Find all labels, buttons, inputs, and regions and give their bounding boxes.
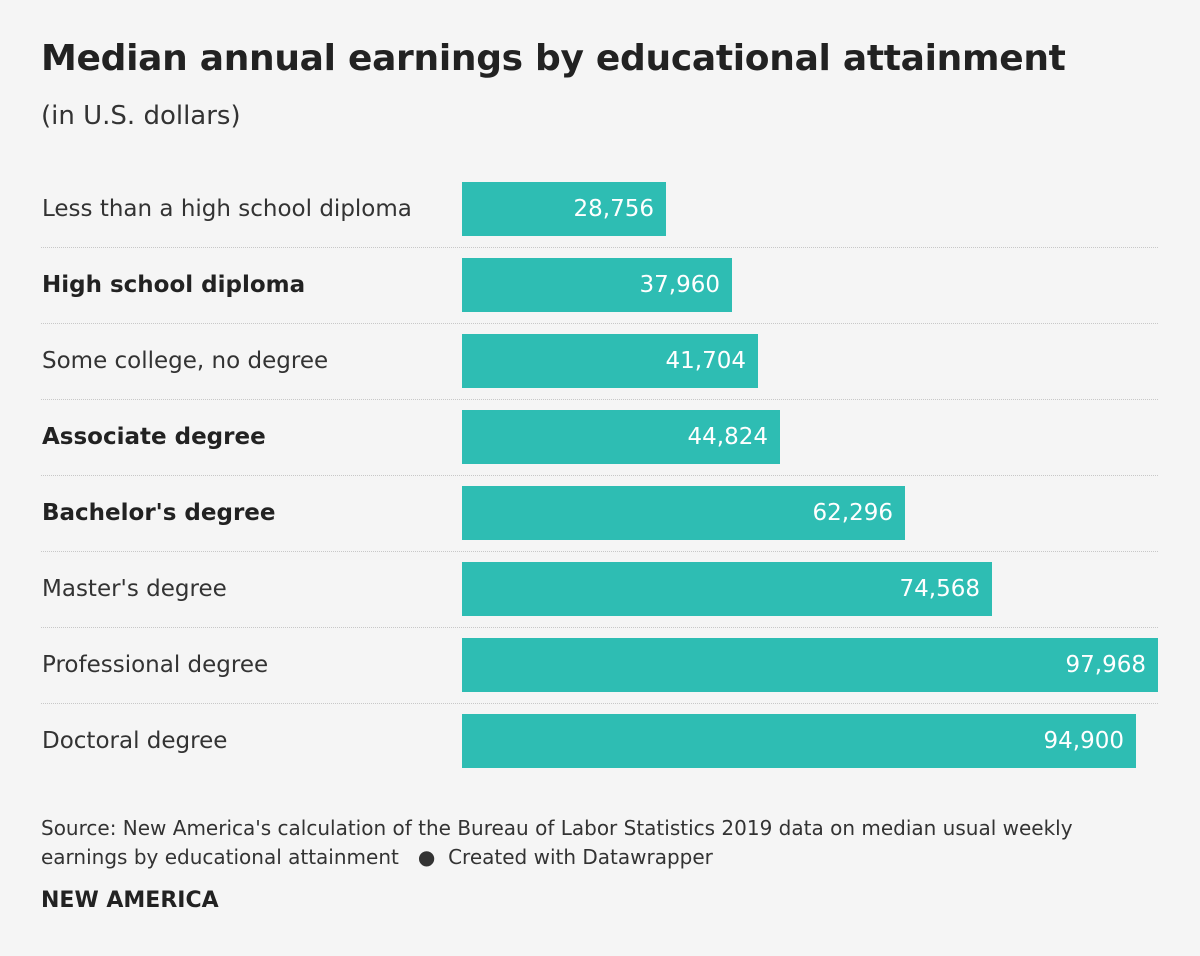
chart-subtitle: (in U.S. dollars)	[41, 101, 241, 131]
category-label: Bachelor's degree	[42, 500, 276, 526]
row-divider	[41, 475, 1158, 476]
bar-value-label: 74,568	[899, 576, 980, 602]
source-text: Source: New America's calculation of the…	[41, 816, 1073, 869]
category-label: Less than a high school diploma	[42, 196, 412, 222]
brand-logo-text: NEW AMERICA	[41, 888, 219, 913]
bar: 28,756	[462, 182, 666, 236]
bar-value-label: 37,960	[639, 272, 720, 298]
bar-value-label: 97,968	[1065, 652, 1146, 678]
category-label: Associate degree	[42, 424, 266, 450]
bar-value-label: 94,900	[1043, 728, 1124, 754]
row-divider	[41, 247, 1158, 248]
category-label: Master's degree	[42, 576, 227, 602]
bar-value-label: 44,824	[687, 424, 768, 450]
row-divider	[41, 551, 1158, 552]
bar: 44,824	[462, 410, 780, 464]
bar: 74,568	[462, 562, 992, 616]
bar: 97,968	[462, 638, 1158, 692]
row-divider	[41, 323, 1158, 324]
bar-value-label: 28,756	[573, 196, 654, 222]
row-divider	[41, 703, 1158, 704]
bar-value-label: 41,704	[665, 348, 746, 374]
row-divider	[41, 627, 1158, 628]
bar: 94,900	[462, 714, 1136, 768]
chart-source: Source: New America's calculation of the…	[41, 814, 1161, 872]
bar: 41,704	[462, 334, 758, 388]
row-divider	[41, 399, 1158, 400]
bar: 62,296	[462, 486, 905, 540]
bar: 37,960	[462, 258, 732, 312]
category-label: Some college, no degree	[42, 348, 329, 374]
category-label: Professional degree	[42, 652, 269, 678]
bullet-separator: ●	[405, 845, 442, 869]
category-label: High school diploma	[42, 272, 306, 298]
category-label: Doctoral degree	[42, 728, 228, 754]
chart-title: Median annual earnings by educational at…	[41, 38, 1066, 79]
bar-value-label: 62,296	[812, 500, 893, 526]
credit-text: Created with Datawrapper	[448, 845, 713, 869]
